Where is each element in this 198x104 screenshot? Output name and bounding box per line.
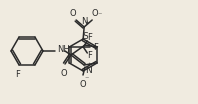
- Text: ⁻: ⁻: [97, 11, 101, 20]
- Text: N: N: [81, 17, 87, 26]
- Text: O: O: [80, 80, 86, 89]
- Text: NH: NH: [57, 46, 70, 54]
- Text: F: F: [87, 33, 92, 43]
- Text: F: F: [16, 70, 20, 79]
- Text: ⁻: ⁻: [85, 74, 89, 84]
- Text: S: S: [82, 32, 88, 41]
- Text: +: +: [85, 20, 89, 25]
- Text: F: F: [87, 51, 92, 61]
- Text: +: +: [86, 61, 92, 66]
- Text: F: F: [93, 43, 98, 51]
- Text: O: O: [61, 69, 67, 78]
- Text: N: N: [85, 66, 92, 75]
- Text: O: O: [92, 9, 98, 18]
- Text: O: O: [70, 9, 76, 18]
